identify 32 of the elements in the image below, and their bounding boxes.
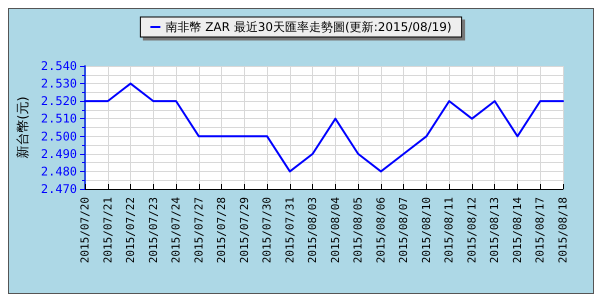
x-tick-label: 2015/07/29 (238, 197, 251, 264)
x-tick-label: 2015/08/10 (420, 197, 433, 264)
x-tick-label: 2015/07/22 (124, 197, 138, 264)
x-tick-label: 2015/07/28 (215, 197, 228, 264)
x-tick-label: 2015/07/31 (283, 197, 296, 264)
x-tick-label: 2015/08/03 (306, 197, 320, 264)
legend-label: 南非幣 ZAR 最近30天匯率走勢圖(更新:2015/08/19) (165, 20, 452, 34)
x-tick-label: 2015/08/05 (352, 197, 365, 264)
x-tick-label: 2015/08/07 (397, 197, 410, 264)
y-tick-label: 2.490 (40, 146, 78, 161)
y-tick-label: 2.500 (40, 129, 78, 144)
x-tick-label: 2015/07/30 (260, 197, 274, 264)
x-tick-label: 2015/08/13 (488, 197, 502, 264)
y-tick-label: 2.480 (40, 164, 78, 178)
x-tick-label: 2015/07/20 (78, 197, 92, 264)
x-tick-label: 2015/07/23 (146, 197, 160, 264)
x-tick-label: 2015/08/04 (328, 196, 342, 264)
x-tick-label: 2015/07/24 (170, 196, 183, 264)
y-tick-label: 2.540 (40, 59, 78, 73)
x-tick-label: 2015/08/11 (442, 197, 456, 264)
y-tick-label: 2.520 (40, 94, 78, 108)
x-tick-label: 2015/07/21 (101, 197, 114, 264)
y-tick-label: 2.470 (40, 182, 78, 196)
x-tick-label: 2015/08/17 (534, 197, 547, 264)
x-tick-label: 2015/08/06 (374, 197, 388, 264)
y-tick-label: 2.510 (40, 112, 78, 126)
x-tick-label: 2015/08/14 (510, 196, 524, 264)
x-tick-label: 2015/08/12 (465, 197, 478, 264)
x-tick-label: 2015/08/18 (556, 197, 570, 264)
x-tick-label: 2015/07/27 (192, 197, 206, 264)
y-tick-label: 2.530 (40, 76, 78, 91)
y-axis-title: 新台幣(元) (16, 96, 31, 159)
